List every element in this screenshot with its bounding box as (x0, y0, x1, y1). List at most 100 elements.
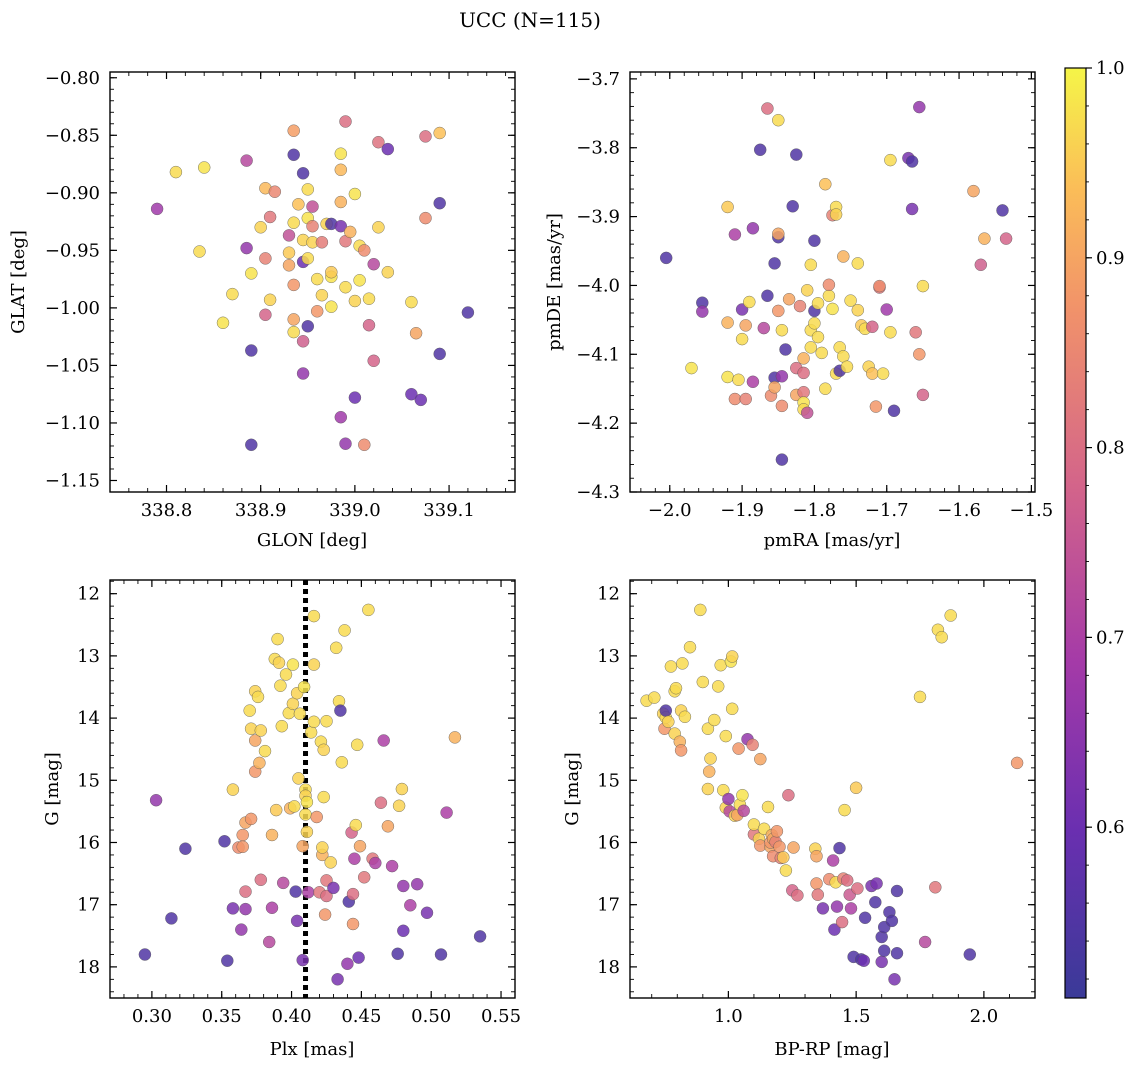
scatter-point (344, 225, 357, 239)
scatter-point (696, 305, 709, 318)
scatter-point (786, 200, 799, 213)
scatter-point (301, 252, 314, 265)
scatter-point (870, 877, 883, 890)
scatter-point (761, 102, 774, 115)
scatter-point (216, 316, 230, 329)
scatter-point (317, 743, 330, 756)
scatter-point (929, 881, 942, 894)
scatter-point (334, 147, 347, 160)
scatter-point (918, 935, 932, 949)
colorbar-tick-label: 0.6 (1096, 817, 1125, 838)
scatter-point (272, 656, 286, 669)
y-tick-label: 15 (597, 770, 620, 791)
scatter-point (348, 391, 362, 404)
scatter-point (473, 930, 487, 943)
scatter-point (397, 879, 410, 893)
scatter-point (324, 856, 337, 869)
scatter-point (732, 742, 745, 755)
scatter-point (289, 885, 302, 898)
scatter-point (777, 851, 790, 864)
x-tick-label: 339.0 (329, 500, 381, 521)
scatter-point (793, 299, 807, 313)
x-axis-label: pmRA [mas/yr] (764, 530, 901, 551)
x-ticks: −2.0 −1.9 −1.8 −1.7 −1.6 −1.5 (640, 72, 1053, 521)
scatter-point (165, 912, 178, 925)
scatter-point (851, 257, 864, 270)
y-tick-label: −0.85 (45, 125, 100, 146)
scatter-point (811, 888, 824, 901)
scatter-point (288, 800, 301, 813)
scatter-point (420, 906, 434, 919)
y-tick-label: −4.2 (576, 413, 620, 434)
scatter-point (804, 258, 817, 271)
x-tick-label: 0.40 (272, 1006, 312, 1027)
scatter-point (258, 744, 272, 758)
scatter-point (254, 873, 267, 886)
scatter-point (996, 204, 1009, 217)
scatter-point (334, 219, 347, 233)
scatter-point (708, 713, 721, 727)
scatter-point (358, 438, 371, 451)
scatter-point (318, 908, 332, 921)
scatter-point (367, 258, 380, 271)
scatter-point (304, 726, 318, 739)
scatter-point (275, 720, 288, 733)
scatter-point (274, 679, 287, 692)
scatter-point (372, 221, 385, 234)
scatter-point (239, 885, 252, 898)
scatter-point (944, 609, 957, 622)
y-tick-label: 12 (77, 584, 100, 605)
scatter-point (290, 914, 304, 928)
scatter-point (307, 658, 321, 671)
scatter-point (913, 100, 926, 114)
scatter-point (419, 211, 432, 225)
scatter-point (271, 632, 284, 646)
scatter-point (397, 924, 410, 937)
y-ticks: −0.80 −0.85 −0.90 −0.95 −1.00 −1.05 −1.10 −1.15 (45, 68, 515, 493)
scatter-point (226, 902, 240, 915)
scatter-points (150, 115, 475, 451)
x-tick-label: 0.30 (132, 1006, 172, 1027)
scatter-point (797, 352, 810, 365)
scatter-point (352, 951, 365, 964)
y-tick-label: 13 (597, 646, 620, 667)
x-tick-label: −2.0 (648, 500, 692, 521)
y-tick-label: 14 (597, 708, 620, 729)
scatter-point (299, 808, 312, 821)
scatter-point (849, 781, 863, 794)
scatter-point (395, 782, 409, 796)
scatter-point (819, 382, 832, 395)
colorbar-tick-label: 0.8 (1096, 438, 1125, 459)
scatter-point (905, 155, 919, 168)
y-ticks: 12 13 14 15 16 17 18 (597, 580, 1035, 993)
y-tick-label: −4.0 (576, 275, 620, 296)
scatter-point (306, 219, 319, 233)
scatter-point (857, 954, 870, 967)
scatter-point (838, 803, 851, 817)
scatter-point (169, 165, 183, 179)
y-tick-label: 14 (77, 708, 100, 729)
scatter-point (293, 707, 307, 720)
scatter-point (316, 841, 329, 854)
scatter-point (279, 668, 293, 681)
scatter-point (974, 258, 987, 271)
scatter-point (306, 200, 319, 213)
x-ticks: 338.8 338.9 339.0 339.1 (109, 72, 507, 521)
x-tick-label: −1.8 (793, 500, 837, 521)
y-tick-label: −1.05 (45, 355, 100, 376)
scatter-point (916, 388, 930, 402)
scatter-point (662, 715, 675, 728)
scatter-point (405, 388, 418, 401)
scatter-point (782, 293, 796, 306)
scatter-point (296, 840, 309, 853)
scatter-point (830, 900, 844, 913)
scatter-point (433, 196, 446, 210)
colorbar-ticks: 0.6 0.7 0.8 0.9 1.0 (1086, 58, 1125, 980)
scatter-point (660, 251, 673, 265)
scatter-point (240, 241, 253, 255)
scatter-point (253, 756, 266, 770)
scatter-points (660, 100, 1013, 466)
scatter-point (808, 317, 821, 330)
scatter-point (866, 367, 879, 380)
